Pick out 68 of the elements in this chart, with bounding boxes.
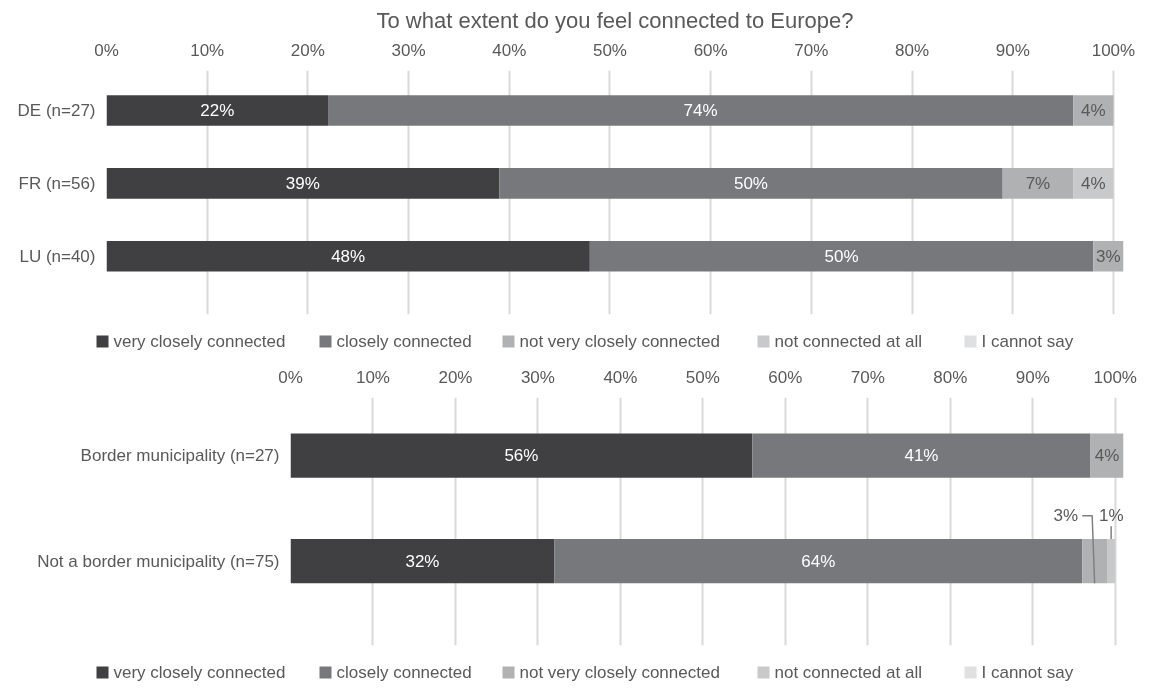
x-tick-label: 70% (794, 40, 829, 60)
y-tick-label: DE (n=27) (17, 101, 96, 121)
y-tick-label: Not a border municipality (n=75) (37, 551, 280, 571)
data-label: 22% (200, 101, 235, 121)
bar (290, 433, 753, 478)
y-tick-label: LU (n=40) (19, 246, 96, 266)
data-label: 41% (904, 446, 939, 466)
legend-label: not very closely connected (519, 663, 720, 682)
legend-label: I cannot say (981, 332, 1074, 351)
x-tick-label: 90% (1015, 367, 1050, 387)
bar (589, 240, 1094, 272)
x-tick-label: 100% (1091, 40, 1136, 60)
legend-label: not very closely connected (519, 332, 720, 351)
data-label: 1% (1098, 506, 1124, 526)
x-tick-label: 70% (850, 367, 885, 387)
data-label: 50% (733, 173, 768, 193)
bar (106, 240, 590, 272)
data-label: 48% (331, 246, 366, 266)
y-tick-label: Border municipality (n=27) (80, 446, 280, 466)
bar (106, 95, 329, 126)
x-tick-label: 0% (278, 367, 303, 387)
x-tick-label: 20% (290, 40, 325, 60)
x-tick-label: 40% (603, 367, 638, 387)
data-label: 3% (1096, 246, 1121, 266)
x-tick-label: 20% (438, 367, 473, 387)
x-tick-label: 100% (1093, 367, 1137, 387)
x-tick-label: 10% (190, 40, 225, 60)
data-label: 4% (1094, 446, 1120, 466)
chart-title: To what extent do you feel connected to Europe? (376, 7, 854, 33)
data-label: 50% (824, 246, 859, 266)
x-tick-label: 90% (995, 40, 1030, 60)
data-label: 56% (504, 446, 539, 466)
data-label: 3% (1053, 506, 1079, 526)
x-tick-label: 40% (492, 40, 527, 60)
data-label: 39% (285, 173, 320, 193)
data-label: 74% (683, 101, 718, 121)
bar (554, 538, 1083, 584)
legend-label: very closely connected (113, 332, 286, 351)
legend-label: not connected at all (774, 332, 922, 351)
data-label: 64% (801, 551, 836, 571)
bar (328, 95, 1074, 126)
legend-label: not connected at all (774, 663, 922, 682)
x-tick-label: 60% (693, 40, 728, 60)
x-tick-label: 80% (933, 367, 968, 387)
legend-label: closely connected (336, 663, 472, 682)
x-tick-label: 30% (391, 40, 426, 60)
x-tick-label: 0% (94, 40, 119, 60)
x-tick-label: 10% (355, 367, 390, 387)
bar (290, 538, 555, 584)
x-tick-label: 60% (768, 367, 803, 387)
data-label: 7% (1025, 173, 1051, 193)
bar (106, 168, 500, 199)
y-tick-label: FR (n=56) (18, 173, 96, 193)
x-tick-label: 50% (592, 40, 627, 60)
x-tick-label: 80% (895, 40, 930, 60)
legend-label: very closely connected (113, 663, 286, 682)
data-label: 32% (405, 551, 440, 571)
bar (1082, 538, 1108, 584)
bar (499, 168, 1003, 199)
x-tick-label: 30% (520, 367, 555, 387)
x-tick-label: 50% (685, 367, 720, 387)
bar (1002, 168, 1074, 199)
data-label: 4% (1081, 173, 1106, 193)
legend-label: closely connected (336, 332, 472, 351)
bar (1107, 538, 1116, 584)
bar (752, 433, 1091, 478)
legend-label: I cannot say (981, 663, 1074, 682)
data-label: 4% (1081, 101, 1106, 121)
